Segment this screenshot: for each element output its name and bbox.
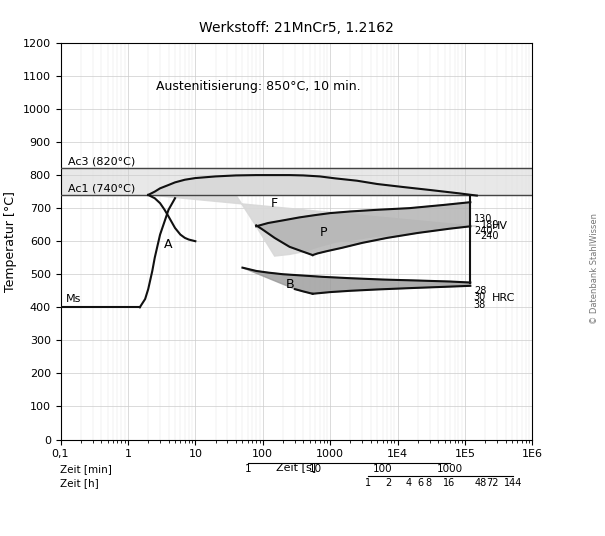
Text: 2: 2 xyxy=(385,479,391,488)
Text: 28: 28 xyxy=(474,286,486,296)
Text: HV: HV xyxy=(492,221,508,232)
Text: 144: 144 xyxy=(504,479,522,488)
Y-axis label: Temperatur [°C]: Temperatur [°C] xyxy=(4,191,17,292)
Text: Ms: Ms xyxy=(66,294,81,304)
Text: F: F xyxy=(271,197,278,210)
Bar xyxy=(60,168,532,195)
Text: B: B xyxy=(285,278,294,291)
Text: Ac3 (820°C): Ac3 (820°C) xyxy=(68,157,136,167)
Text: 16: 16 xyxy=(443,479,455,488)
Polygon shape xyxy=(148,175,477,256)
Text: 100: 100 xyxy=(373,464,393,474)
Text: 38: 38 xyxy=(474,300,486,310)
Polygon shape xyxy=(243,267,470,294)
Text: Austenitisierung: 850°C, 10 min.: Austenitisierung: 850°C, 10 min. xyxy=(156,80,361,93)
Text: 1: 1 xyxy=(244,464,251,474)
Text: Zeit [min]: Zeit [min] xyxy=(60,464,113,474)
Text: HRC: HRC xyxy=(492,293,515,303)
Text: 48: 48 xyxy=(475,479,487,488)
Polygon shape xyxy=(256,202,470,255)
Text: 240: 240 xyxy=(480,231,499,241)
Text: 130: 130 xyxy=(474,214,492,224)
Text: P: P xyxy=(320,226,327,240)
Text: Zeit [h]: Zeit [h] xyxy=(60,479,99,488)
Text: 1000: 1000 xyxy=(437,464,463,474)
Text: 6: 6 xyxy=(417,479,423,488)
Text: 180: 180 xyxy=(480,220,499,229)
Text: 8: 8 xyxy=(425,479,431,488)
Text: A: A xyxy=(164,238,173,251)
Text: 240: 240 xyxy=(474,226,492,236)
Title: Werkstoff: 21MnCr5, 1.2162: Werkstoff: 21MnCr5, 1.2162 xyxy=(199,21,394,35)
Text: 30: 30 xyxy=(474,293,486,302)
Text: 72: 72 xyxy=(486,479,499,488)
Text: © Datenbank StahlWissen: © Datenbank StahlWissen xyxy=(590,212,599,324)
X-axis label: Zeit [s]: Zeit [s] xyxy=(276,462,316,472)
Text: 1: 1 xyxy=(365,479,371,488)
Text: 10: 10 xyxy=(309,464,322,474)
Text: Ac1 (740°C): Ac1 (740°C) xyxy=(68,183,136,193)
Text: 4: 4 xyxy=(405,479,411,488)
